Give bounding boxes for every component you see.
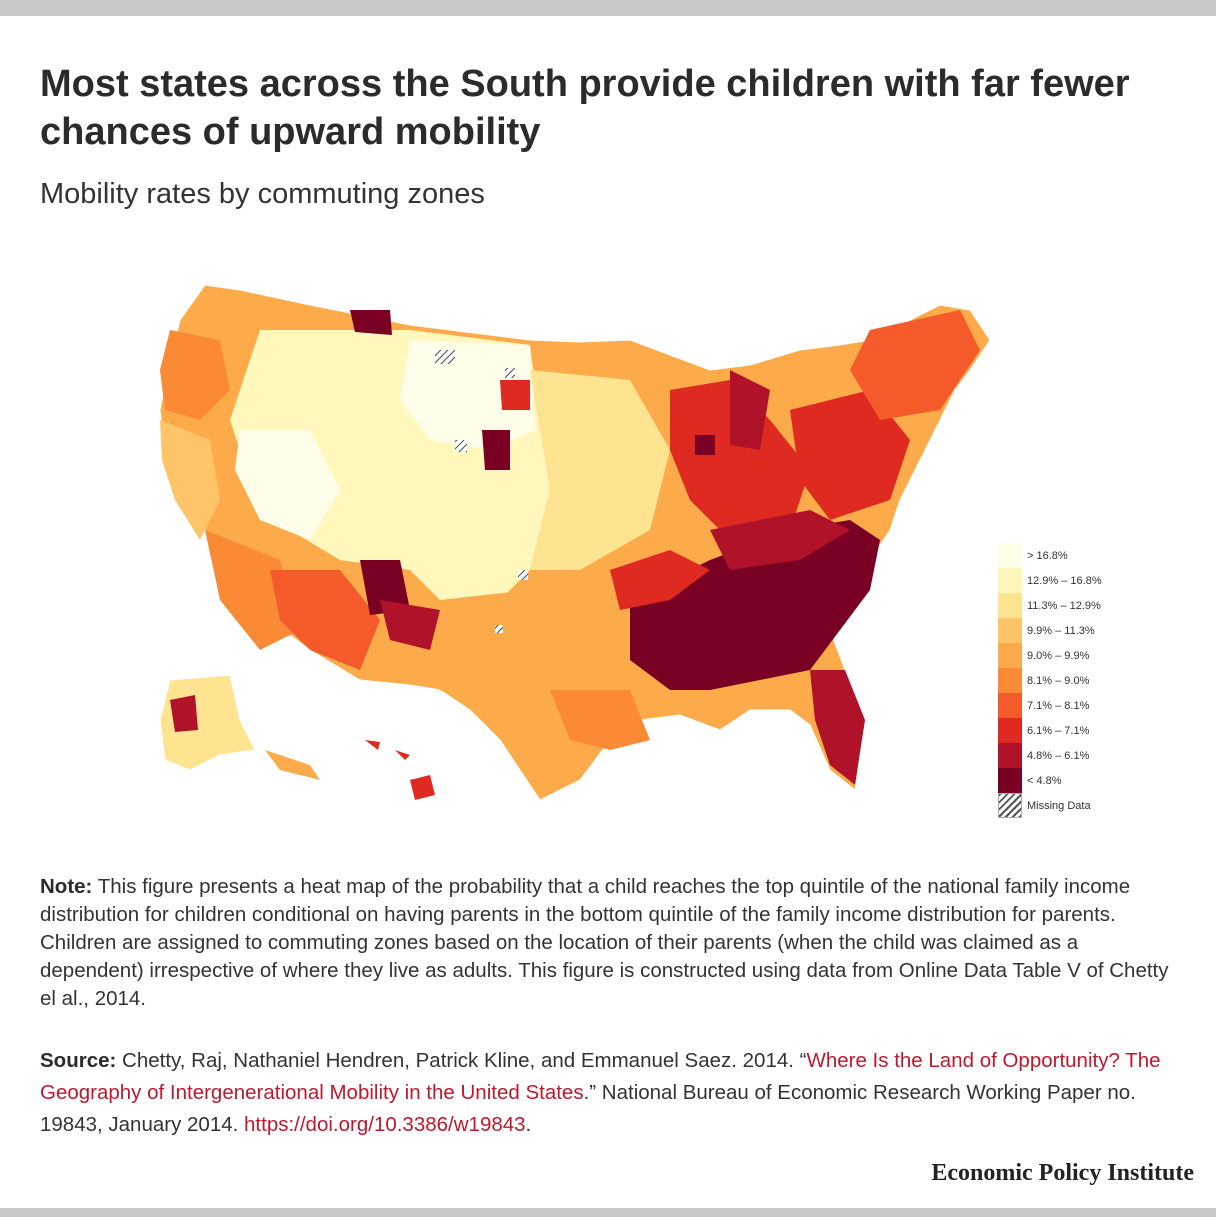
legend-item: 6.1% – 7.1% [998,718,1168,743]
legend-swatch [998,768,1022,793]
map-legend: > 16.8% 12.9% – 16.8% 11.3% – 12.9% 9.9%… [998,543,1168,818]
us-map-svg [159,284,991,801]
legend-label: > 16.8% [1027,549,1068,562]
legend-item-missing: Missing Data [998,793,1168,818]
legend-label-missing: Missing Data [1027,799,1091,812]
legend-swatch [998,618,1022,643]
note-paragraph: Note: This figure presents a heat map of… [40,873,1185,1013]
source-doi-link[interactable]: https://doi.org/10.3386/w19843 [244,1113,526,1136]
bottom-border [0,1208,1216,1217]
mobility-heat-map [110,270,1010,810]
legend-label: 6.1% – 7.1% [1027,724,1090,737]
legend-swatch [998,643,1022,668]
legend-item: 11.3% – 12.9% [998,593,1168,618]
legend-label: 9.0% – 9.9% [1027,649,1090,662]
note-text: This figure presents a heat map of the p… [40,875,1169,1010]
source-title-link[interactable]: Where Is the Land of Opportunity? The Ge… [40,1049,1161,1104]
source-text-3: . [525,1113,532,1136]
source-paragraph: Source: Chetty, Raj, Nathaniel Hendren, … [40,1045,1185,1141]
legend-swatch [998,568,1022,593]
legend-swatch [998,593,1022,618]
chart-subtitle: Mobility rates by commuting zones [40,178,485,210]
legend-label: < 4.8% [1027,774,1062,787]
legend-item: 4.8% – 6.1% [998,743,1168,768]
legend-item: 7.1% – 8.1% [998,693,1168,718]
note-lead: Note: [40,875,93,898]
legend-label: 11.3% – 12.9% [1027,599,1101,612]
legend-item: 9.9% – 11.3% [998,618,1168,643]
legend-swatch [998,743,1022,768]
legend-label: 8.1% – 9.0% [1027,674,1090,687]
legend-label: 12.9% – 16.8% [1027,574,1102,587]
brand-logo-text: Economic Policy Institute [931,1160,1194,1186]
legend-label: 4.8% – 6.1% [1027,749,1090,762]
legend-swatch [998,693,1022,718]
chart-title: Most states across the South provide chi… [40,63,1130,153]
hawaii [365,740,435,800]
top-border [0,0,1216,16]
legend-item: > 16.8% [998,543,1168,568]
legend-swatch-missing [998,793,1022,818]
source-text-1: Chetty, Raj, Nathaniel Hendren, Patrick … [116,1049,807,1072]
source-lead: Source: [40,1049,117,1072]
legend-item: < 4.8% [998,768,1168,793]
legend-item: 12.9% – 16.8% [998,568,1168,593]
legend-item: 8.1% – 9.0% [998,668,1168,693]
legend-item: 9.0% – 9.9% [998,643,1168,668]
legend-swatch [998,668,1022,693]
legend-label: 7.1% – 8.1% [1027,699,1090,712]
legend-swatch [998,543,1022,568]
source-text-2: .” National Bureau of Economic Research … [40,1081,1136,1136]
legend-swatch [998,718,1022,743]
legend-label: 9.9% – 11.3% [1027,624,1095,637]
